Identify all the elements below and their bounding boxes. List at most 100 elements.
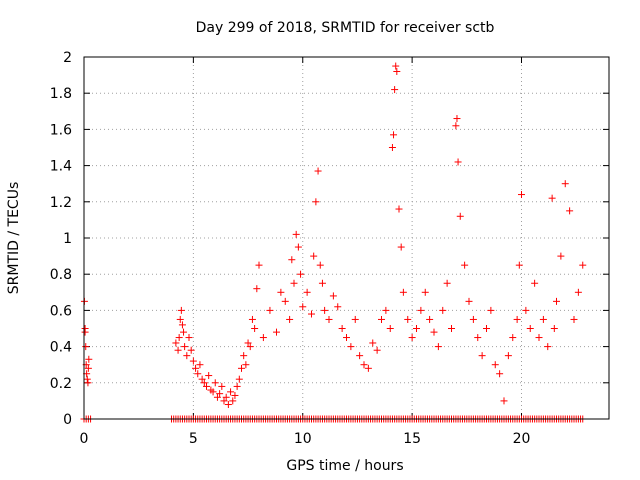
y-tick-label: 0.8 [50, 267, 72, 283]
data-point [373, 346, 381, 354]
data-point [452, 122, 460, 130]
data-point [369, 339, 377, 347]
data-point [351, 315, 359, 323]
data-point [478, 352, 486, 360]
data-point [392, 62, 400, 70]
data-point [413, 325, 420, 332]
data-point [200, 379, 208, 387]
y-tick-label: 1.6 [50, 122, 72, 138]
grid [84, 57, 609, 419]
data-point [222, 393, 230, 401]
data-point [213, 393, 221, 401]
data-point [356, 352, 364, 360]
data-point [194, 370, 202, 378]
data-point [233, 382, 241, 390]
data-point [386, 325, 394, 332]
data-point [187, 346, 195, 354]
data-point [487, 306, 495, 314]
data-point [364, 364, 372, 372]
data-point [175, 334, 183, 342]
data-point [426, 315, 434, 323]
data-point [557, 252, 565, 260]
data-point [399, 288, 407, 296]
data-point [434, 343, 442, 351]
data-point [235, 375, 243, 383]
data-point [334, 303, 342, 311]
data-point [181, 343, 189, 351]
data-point [321, 306, 329, 314]
data-point [308, 310, 315, 318]
data-point [469, 315, 477, 323]
data-point [390, 131, 398, 139]
data-point [491, 361, 499, 369]
data-point [84, 379, 92, 387]
data-point [290, 279, 298, 287]
data-point [439, 306, 447, 314]
data-point [360, 361, 368, 369]
data-point [82, 343, 90, 351]
data-point [483, 325, 490, 332]
y-tick-label: 1.4 [50, 159, 72, 175]
data-point [242, 361, 250, 369]
data-point [496, 370, 504, 378]
data-point [393, 67, 401, 75]
data-point [316, 261, 324, 269]
data-point [465, 297, 473, 305]
data-point [216, 390, 224, 398]
data-point [553, 297, 560, 305]
y-tick-label: 0.6 [50, 303, 72, 319]
data-point [205, 372, 213, 380]
data-point [310, 252, 318, 260]
data-point [174, 346, 182, 354]
data-point [430, 328, 438, 336]
data-point [288, 256, 296, 264]
data-point [395, 205, 403, 213]
data-point [81, 328, 89, 336]
data-point [347, 343, 355, 351]
data-point [397, 243, 405, 251]
data-points [80, 62, 587, 409]
data-point [183, 352, 191, 360]
data-point [211, 379, 219, 387]
data-point [176, 315, 184, 323]
data-point [294, 243, 302, 251]
data-point [312, 198, 320, 206]
plot-frame [83, 56, 610, 420]
y-axis-label: SRMTID / TECUs [6, 182, 22, 295]
data-point [218, 382, 226, 390]
data-point [513, 315, 521, 323]
data-point [196, 361, 204, 369]
data-point [509, 334, 517, 342]
data-point [259, 334, 267, 342]
x-tick-label: 5 [189, 431, 198, 447]
data-point [292, 230, 300, 238]
data-point [227, 388, 235, 396]
data-point [550, 325, 558, 332]
data-point [456, 212, 464, 220]
data-point [238, 364, 245, 372]
data-point [224, 401, 232, 409]
data-point [574, 288, 582, 296]
data-point [421, 288, 429, 296]
x-tick-label: 10 [294, 431, 312, 447]
data-point [408, 334, 416, 342]
data-point [286, 315, 294, 323]
data-point [180, 328, 188, 336]
data-point [454, 158, 462, 166]
data-point [273, 328, 280, 336]
data-point [548, 194, 556, 202]
x-tick-label: 20 [513, 431, 531, 447]
y-tick-label: 0.4 [50, 340, 72, 356]
data-point [189, 357, 197, 365]
data-point [443, 279, 451, 287]
data-point [561, 180, 569, 188]
data-point [318, 279, 326, 287]
data-point [303, 288, 311, 296]
data-point [453, 115, 461, 123]
data-point [474, 334, 482, 342]
y-tick-label: 1.2 [50, 195, 72, 211]
data-point [297, 270, 305, 278]
data-point [248, 315, 256, 323]
data-point [417, 306, 425, 314]
